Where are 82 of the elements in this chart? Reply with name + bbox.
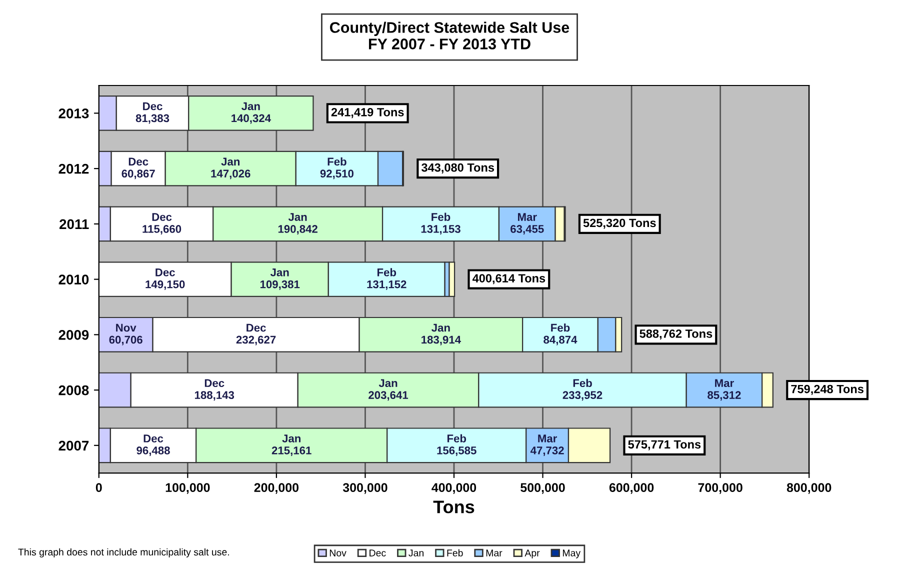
text: Jan <box>242 102 260 110</box>
data-label: 183,914 <box>422 336 461 346</box>
legend-label: May <box>562 550 581 558</box>
data-label: 84,874 <box>544 336 578 346</box>
text: Dec <box>143 102 162 110</box>
data-label: 147,026 <box>211 170 250 180</box>
x-tick-label: 200,000 <box>254 483 299 494</box>
text: Feb <box>551 324 570 332</box>
data-label: 131,153 <box>421 225 460 235</box>
total-label: 759,248 Tons <box>791 384 864 395</box>
data-label: 115,660 <box>142 225 182 235</box>
total-label: 400,614 Tons <box>472 274 546 284</box>
text: Nov <box>116 324 136 332</box>
total-label: 588,762 Tons <box>640 329 712 340</box>
data-label: 92,510 <box>320 170 354 180</box>
text: Feb <box>432 212 450 221</box>
data-label: 188,143 <box>194 391 234 401</box>
text: Jan <box>221 158 240 166</box>
chart-title: County/Direct Statewide Salt Use FY 2007 - FY 2013 YTD <box>330 22 570 50</box>
data-label: 63,455 <box>510 225 544 235</box>
x-tick-label: 600,000 <box>609 483 654 494</box>
data-label: 60,867 <box>122 170 155 180</box>
text: Dec <box>152 213 172 221</box>
data-label: 85,312 <box>708 391 741 401</box>
text: Dec <box>156 268 175 276</box>
text: This graph does not include municipality salt use. <box>18 548 229 558</box>
text: Feb <box>328 157 346 166</box>
data-label: 156,585 <box>437 446 476 456</box>
data-label: 109,381 <box>260 280 300 290</box>
text: Dec <box>204 379 224 388</box>
legend-label: Jan <box>408 550 424 556</box>
text: Feb <box>573 378 592 388</box>
text: Dec <box>144 434 164 442</box>
data-label: 60,706 <box>109 336 142 346</box>
data-label: 149,150 <box>146 280 185 290</box>
legend-label: Nov <box>330 550 346 556</box>
text: Feb <box>377 268 396 276</box>
data-label: 232,627 <box>236 336 276 346</box>
text: Jan <box>432 324 450 332</box>
text: Jan <box>378 379 398 388</box>
data-label: 215,161 <box>272 446 312 456</box>
y-tick-label: 2010 <box>58 274 89 284</box>
data-label: 190,842 <box>278 225 318 235</box>
text: Jan <box>288 213 307 221</box>
data-label: 47,732 <box>530 446 564 456</box>
y-tick-label: 2008 <box>58 385 89 396</box>
legend-label: Feb <box>447 549 463 556</box>
text: Mar <box>518 213 537 221</box>
x-tick-label: 800,000 <box>786 483 832 494</box>
x-tick-label: 100,000 <box>166 483 210 494</box>
x-tick-label: 300,000 <box>342 483 388 494</box>
y-tick-label: 2011 <box>60 219 89 230</box>
data-label: 96,488 <box>136 446 170 456</box>
text: Feb <box>447 434 466 442</box>
legend-label: Apr <box>524 550 540 558</box>
legend-label: Mar <box>486 550 502 556</box>
data-label: 140,324 <box>232 114 271 124</box>
data-label: 81,383 <box>136 114 170 124</box>
text: Dec <box>128 158 148 166</box>
text: Mar <box>538 434 558 442</box>
text: Jan <box>282 434 300 442</box>
data-label: 131,152 <box>367 280 406 290</box>
text: Mar <box>715 379 734 388</box>
x-axis-title: Tons <box>433 500 474 514</box>
data-label: 233,952 <box>562 391 602 401</box>
y-tick-label: 2013 <box>58 108 89 118</box>
bar <box>448 262 456 298</box>
total-label: 241,419 Tons <box>331 108 404 118</box>
total-label: 525,320 Tons <box>583 218 656 229</box>
x-tick-label: 0 <box>96 483 102 492</box>
y-tick-label: 2007 <box>58 440 89 451</box>
text: Dec <box>246 324 266 332</box>
x-tick-label: 400,000 <box>432 483 476 494</box>
y-tick-label: 2009 <box>58 330 89 340</box>
text: Jan <box>270 268 289 276</box>
x-tick-label: 500,000 <box>520 483 565 494</box>
total-label: 343,080 Tons <box>421 163 494 174</box>
data-label: 203,641 <box>368 391 408 401</box>
x-tick-label: 700,000 <box>698 483 742 494</box>
y-tick-label: 2012 <box>58 164 89 174</box>
legend-label: Dec <box>370 550 386 556</box>
total-label: 575,771 Tons <box>628 440 701 450</box>
